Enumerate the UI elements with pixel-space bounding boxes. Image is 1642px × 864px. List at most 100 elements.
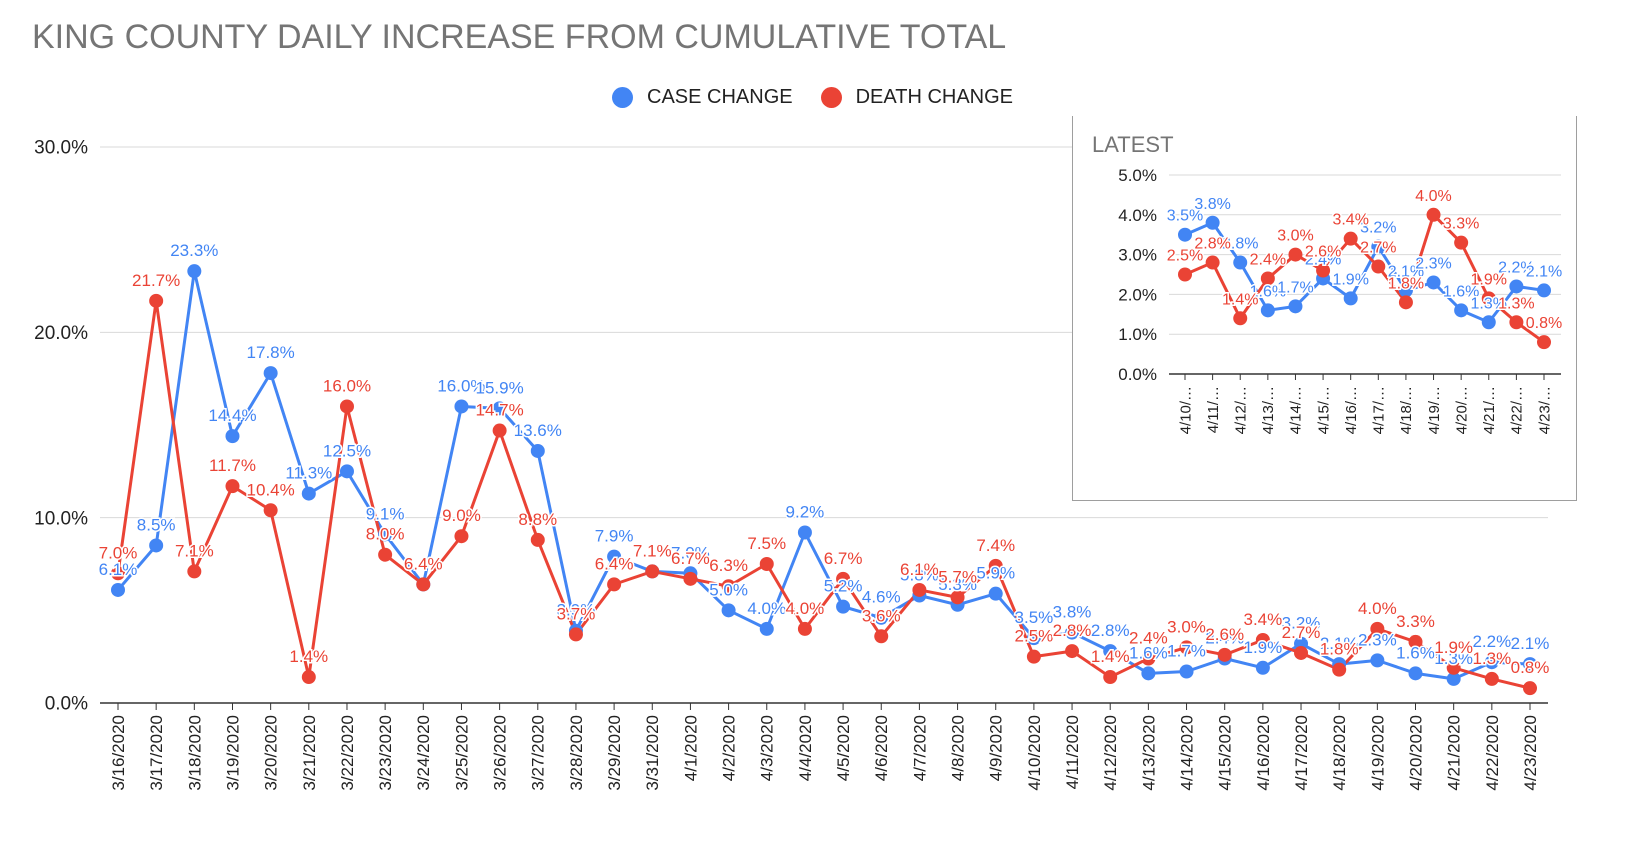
x-tick-label: 4/9/2020 bbox=[987, 715, 1006, 781]
x-tick-label: 4/16/… bbox=[1343, 386, 1360, 434]
case-change-point bbox=[187, 264, 202, 279]
death-change-data-label: 3.7% bbox=[557, 604, 596, 623]
death-change-data-label: 4.0% bbox=[1415, 188, 1451, 205]
x-tick-label: 4/6/2020 bbox=[872, 715, 891, 781]
case-change-point bbox=[1179, 664, 1194, 679]
death-change-data-label: 0.8% bbox=[1511, 658, 1550, 677]
death-change-point bbox=[874, 629, 889, 644]
death-change-point bbox=[111, 566, 125, 581]
death-change-data-label: 2.7% bbox=[1282, 623, 1321, 642]
death-change-data-label: 8.8% bbox=[518, 510, 557, 529]
death-change-point bbox=[187, 564, 202, 579]
death-change-data-label: 7.0% bbox=[99, 543, 138, 562]
case-change-point bbox=[1454, 303, 1469, 318]
case-change-point bbox=[1446, 671, 1461, 686]
death-change-point bbox=[1454, 235, 1469, 250]
death-change-point bbox=[1316, 263, 1331, 278]
death-change-data-label: 4.0% bbox=[1358, 599, 1397, 618]
case-change-data-label: 3.2% bbox=[1360, 220, 1396, 237]
case-change-point bbox=[1370, 653, 1385, 668]
legend-item-death[interactable]: DEATH CHANGE bbox=[820, 86, 1013, 109]
x-tick-label: 4/16/2020 bbox=[1254, 715, 1273, 791]
case-change-data-label: 11.3% bbox=[285, 464, 332, 483]
death-change-point bbox=[988, 558, 1003, 573]
case-change-point bbox=[759, 621, 774, 636]
death-change-point bbox=[1260, 271, 1275, 286]
case-change-data-label: 3.8% bbox=[1053, 603, 1092, 622]
case-change-point bbox=[149, 538, 164, 553]
case-change-point bbox=[836, 599, 851, 614]
case-change-data-label: 17.8% bbox=[247, 343, 295, 362]
case-change-point bbox=[1481, 315, 1496, 330]
death-change-data-label: 6.7% bbox=[824, 549, 863, 568]
case-change-data-label: 2.3% bbox=[1415, 255, 1451, 272]
case-change-data-label: 2.8% bbox=[1222, 236, 1258, 253]
case-change-data-label: 8.5% bbox=[137, 515, 176, 534]
x-tick-label: 4/22/… bbox=[1509, 386, 1526, 434]
legend-case-dot bbox=[612, 87, 633, 108]
case-change-point bbox=[1537, 283, 1551, 298]
case-change-point bbox=[492, 401, 507, 416]
death-change-point bbox=[1481, 291, 1496, 306]
death-change-data-label: 1.4% bbox=[1091, 647, 1130, 666]
death-change-point bbox=[1370, 621, 1385, 636]
death-change-data-label: 1.9% bbox=[1471, 271, 1507, 288]
x-tick-label: 4/20/2020 bbox=[1406, 715, 1425, 791]
death-change-point bbox=[1523, 681, 1537, 696]
x-tick-label: 3/19/2020 bbox=[223, 715, 242, 791]
legend-item-case[interactable]: CASE CHANGE bbox=[612, 86, 793, 109]
x-tick-label: 4/18/2020 bbox=[1330, 715, 1349, 791]
case-change-point bbox=[378, 527, 393, 542]
x-tick-label: 4/23/2020 bbox=[1521, 715, 1540, 791]
death-change-point bbox=[1371, 259, 1386, 274]
death-change-data-label: 1.8% bbox=[1388, 275, 1424, 292]
case-change-point bbox=[454, 399, 469, 414]
x-tick-label: 3/26/2020 bbox=[491, 715, 510, 791]
death-change-point bbox=[1294, 645, 1309, 660]
death-change-data-label: 16.0% bbox=[323, 376, 371, 395]
x-tick-label: 4/1/2020 bbox=[681, 715, 700, 781]
latest-inset-chart: 0.0% 1.0% 2.0% 3.0% 4.0% 5.0% 4/10/… 4/11/… 4/12… bbox=[1072, 116, 1577, 501]
case-change-data-label: 1.7% bbox=[1277, 279, 1313, 296]
death-change-point bbox=[416, 577, 431, 592]
death-change-point bbox=[1484, 671, 1499, 686]
case-change-data-label: 5.3% bbox=[938, 575, 977, 594]
death-change-point bbox=[1103, 670, 1118, 685]
death-change-point bbox=[607, 577, 622, 592]
death-change-point bbox=[1398, 295, 1413, 310]
case-change-point bbox=[111, 582, 125, 597]
case-change-point bbox=[1178, 227, 1192, 242]
death-change-point bbox=[339, 399, 354, 414]
death-change-point bbox=[721, 579, 736, 594]
death-change-data-label: 6.4% bbox=[595, 554, 634, 573]
death-change-data-label: 2.6% bbox=[1205, 625, 1244, 644]
case-change-line bbox=[116, 269, 1531, 681]
x-tick-label: 3/24/2020 bbox=[414, 715, 433, 791]
case-change-point bbox=[1288, 299, 1303, 314]
death-change-point bbox=[950, 590, 965, 605]
case-change-data-label: 2.1% bbox=[1526, 263, 1562, 280]
x-tick-label: 4/14/… bbox=[1288, 386, 1305, 434]
case-change-data-label: 2.1% bbox=[1320, 634, 1359, 653]
case-change-data-label: 2.8% bbox=[1091, 621, 1130, 640]
chart-title: KING COUNTY DAILY INCREASE FROM CUMULATI… bbox=[32, 18, 1007, 56]
death-change-point bbox=[225, 479, 240, 494]
x-tick-label: 4/14/2020 bbox=[1177, 715, 1196, 791]
death-change-data-label: 2.4% bbox=[1250, 251, 1286, 268]
case-change-data-label: 1.6% bbox=[1396, 643, 1435, 662]
case-change-data-label: 1.6% bbox=[1250, 283, 1286, 300]
x-tick-label: 3/25/2020 bbox=[452, 715, 471, 791]
case-change-point bbox=[1371, 239, 1386, 254]
y-tick-label: 1.0% bbox=[1118, 325, 1157, 344]
death-change-point bbox=[1179, 640, 1194, 655]
case-change-point bbox=[1103, 644, 1118, 659]
death-change-data-label: 9.0% bbox=[442, 506, 481, 525]
death-change-point bbox=[378, 547, 393, 562]
death-change-data-label: 6.4% bbox=[404, 554, 443, 573]
death-change-data-label: 3.0% bbox=[1277, 228, 1313, 245]
death-change-data-label: 2.5% bbox=[1015, 627, 1054, 646]
case-change-point bbox=[263, 366, 278, 381]
x-tick-label: 4/7/2020 bbox=[910, 715, 929, 781]
death-change-data-label: 1.8% bbox=[1320, 640, 1359, 659]
case-change-point bbox=[797, 525, 812, 540]
